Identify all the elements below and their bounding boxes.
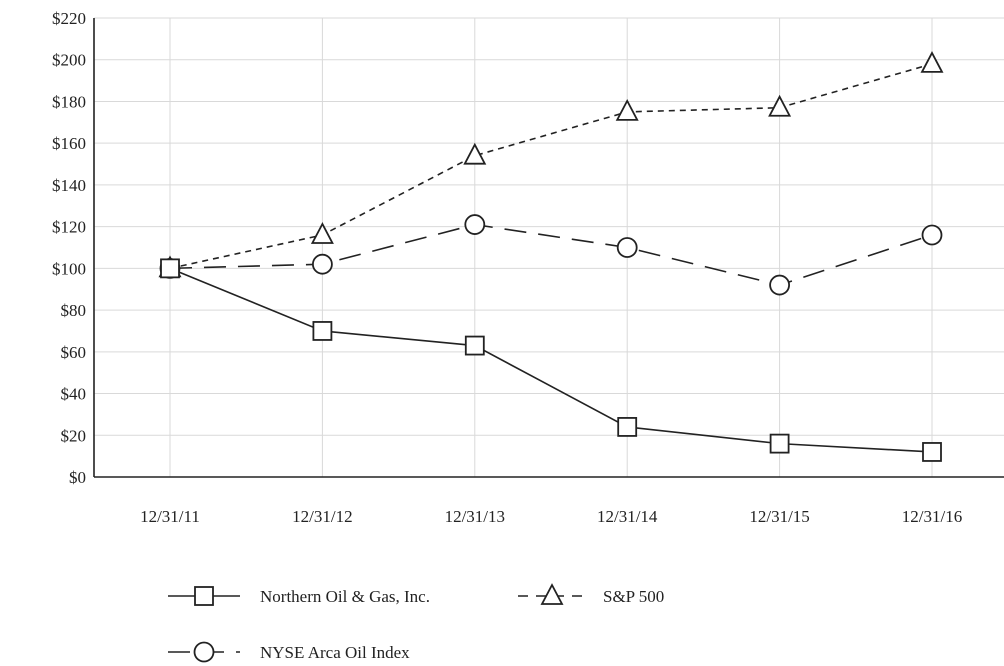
y-tick-label: $20 (61, 426, 87, 445)
series-line-triangle (169, 63, 933, 270)
data-point-circle (464, 214, 486, 235)
x-tick-label: 12/31/15 (749, 507, 809, 526)
grid (94, 17, 1004, 477)
legend-label: S&P 500 (603, 587, 664, 606)
legend-marker-triangle (540, 583, 564, 605)
y-tick-label: $220 (52, 9, 86, 28)
y-tick-label: $100 (52, 259, 86, 278)
y-tick-label: $200 (52, 51, 86, 70)
data-point-square (312, 321, 333, 341)
x-tick-label: 12/31/12 (292, 507, 352, 526)
data-point-triangle (310, 222, 334, 244)
y-tick-label: $140 (52, 176, 86, 195)
data-point-triangle (768, 94, 792, 117)
data-point-square (922, 442, 942, 462)
x-tick-label: 12/31/16 (902, 507, 962, 526)
y-tick-label: $0 (69, 468, 86, 487)
legend-label: NYSE Arca Oil Index (260, 643, 410, 662)
x-tick-label: 12/31/13 (445, 507, 505, 526)
data-point-triangle (920, 50, 944, 73)
y-tick-label: $40 (61, 385, 87, 404)
y-axis-ticks: $0 $20 $40 $60 $80 $100 $120 $140 $160 $180 $200 $2… (52, 9, 86, 487)
y-tick-label: $120 (52, 218, 86, 237)
data-point-circle (769, 274, 790, 296)
data-point-circle (921, 224, 943, 246)
x-tick-label: 12/31/11 (140, 507, 200, 526)
y-tick-label: $80 (61, 301, 87, 320)
legend-marker-square (194, 586, 214, 606)
legend-label: Northern Oil & Gas, Inc. (260, 587, 430, 606)
data-point-square (160, 258, 180, 279)
series-line-square (169, 267, 933, 453)
data-point-circle (311, 253, 333, 275)
legend: Northern Oil & Gas, Inc. S&P 500 NYSE Arca… (168, 583, 664, 663)
series-layer (158, 50, 944, 462)
y-tick-label: $60 (61, 343, 87, 362)
data-point-triangle (463, 142, 487, 165)
x-tick-label: 12/31/14 (597, 507, 658, 526)
series-line-circle (169, 223, 933, 286)
axes (93, 18, 1004, 478)
legend-marker-circle (193, 641, 215, 663)
data-point-square (464, 335, 485, 356)
x-axis-ticks: 12/31/11 12/31/12 12/31/13 12/31/14 12/31/15… (140, 507, 962, 526)
data-point-square (617, 417, 638, 437)
data-point-square (769, 433, 790, 454)
data-point-triangle (615, 98, 639, 121)
y-tick-label: $180 (52, 92, 86, 111)
data-point-circle (616, 237, 638, 258)
y-tick-label: $160 (52, 134, 86, 153)
